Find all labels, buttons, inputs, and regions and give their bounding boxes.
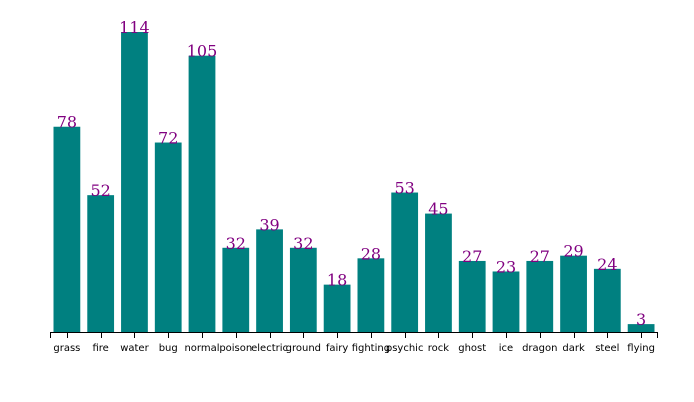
- bar-value-label-electric: 39: [259, 215, 279, 234]
- x-tick-label-normal: normal: [184, 343, 219, 354]
- x-tick-label-dark: dark: [562, 343, 585, 354]
- x-tick-label-electric: electric: [251, 343, 288, 354]
- bar-value-label-normal: 105: [187, 42, 218, 61]
- bar-value-label-bug: 72: [158, 129, 178, 148]
- bar-steel: [593, 268, 621, 332]
- bar-value-label-dragon: 27: [530, 247, 550, 266]
- x-tick-label-fire: fire: [92, 343, 108, 354]
- x-tick-label-ground: ground: [286, 343, 321, 354]
- bar-value-label-rock: 45: [428, 200, 448, 219]
- bar-ground: [289, 247, 317, 332]
- bar-value-label-ghost: 27: [462, 247, 482, 266]
- x-tick-label-rock: rock: [428, 343, 450, 354]
- bar-fairy: [323, 284, 351, 332]
- bar-bug: [154, 142, 182, 332]
- bar-fire: [87, 195, 115, 332]
- bar-value-label-water: 114: [119, 18, 150, 37]
- x-tick-label-fighting: fighting: [352, 343, 390, 354]
- bar-normal: [188, 55, 216, 333]
- bar-flying: [627, 324, 655, 332]
- bar-water: [121, 32, 148, 332]
- x-tick-label-fairy: fairy: [326, 343, 349, 354]
- x-tick-label-grass: grass: [53, 343, 80, 354]
- bars-group: [53, 32, 655, 333]
- x-axis-line: [50, 332, 658, 338]
- bar-value-label-grass: 78: [57, 113, 77, 132]
- x-tick-label-water: water: [120, 343, 149, 354]
- bar-value-label-fire: 52: [90, 181, 110, 200]
- bar-value-label-ground: 32: [293, 234, 313, 253]
- x-tick-label-poison: poison: [219, 343, 252, 354]
- bar-dark: [560, 255, 587, 332]
- x-axis: grass fire water bug normal poisonelectricgro…: [50, 332, 658, 354]
- x-tick-label-psychic: psychic: [386, 343, 424, 354]
- bar-value-label-psychic: 53: [394, 179, 414, 198]
- x-tick-label-ice: ice: [499, 343, 513, 354]
- value-labels-group: 78 52 114 72 105 32 39 32 18 28 53 45 27 23 27 29 24 3: [57, 18, 646, 329]
- bar-rock: [425, 213, 452, 332]
- bar-value-label-dark: 29: [563, 242, 583, 261]
- bar-electric: [256, 229, 283, 332]
- bar-fighting: [357, 258, 385, 332]
- bar-poison: [222, 247, 250, 332]
- bar-value-label-ice: 23: [496, 257, 516, 276]
- x-tick-label-ghost: ghost: [458, 343, 486, 354]
- x-tick-label-bug: bug: [159, 343, 178, 354]
- x-tick-label-flying: flying: [627, 343, 655, 354]
- bar-dragon: [526, 260, 554, 332]
- bar-grass: [53, 126, 81, 333]
- bar-psychic: [391, 192, 419, 332]
- x-tick-label-steel: steel: [595, 343, 619, 354]
- bar-ice: [492, 271, 520, 332]
- bar-value-label-poison: 32: [226, 234, 246, 253]
- bar-value-label-steel: 24: [597, 255, 617, 274]
- bar-value-label-fairy: 18: [327, 271, 347, 290]
- bar-ghost: [458, 260, 486, 332]
- bar-value-label-fighting: 28: [361, 244, 381, 263]
- x-tick-label-dragon: dragon: [522, 343, 557, 354]
- bar-value-label-flying: 3: [636, 310, 646, 329]
